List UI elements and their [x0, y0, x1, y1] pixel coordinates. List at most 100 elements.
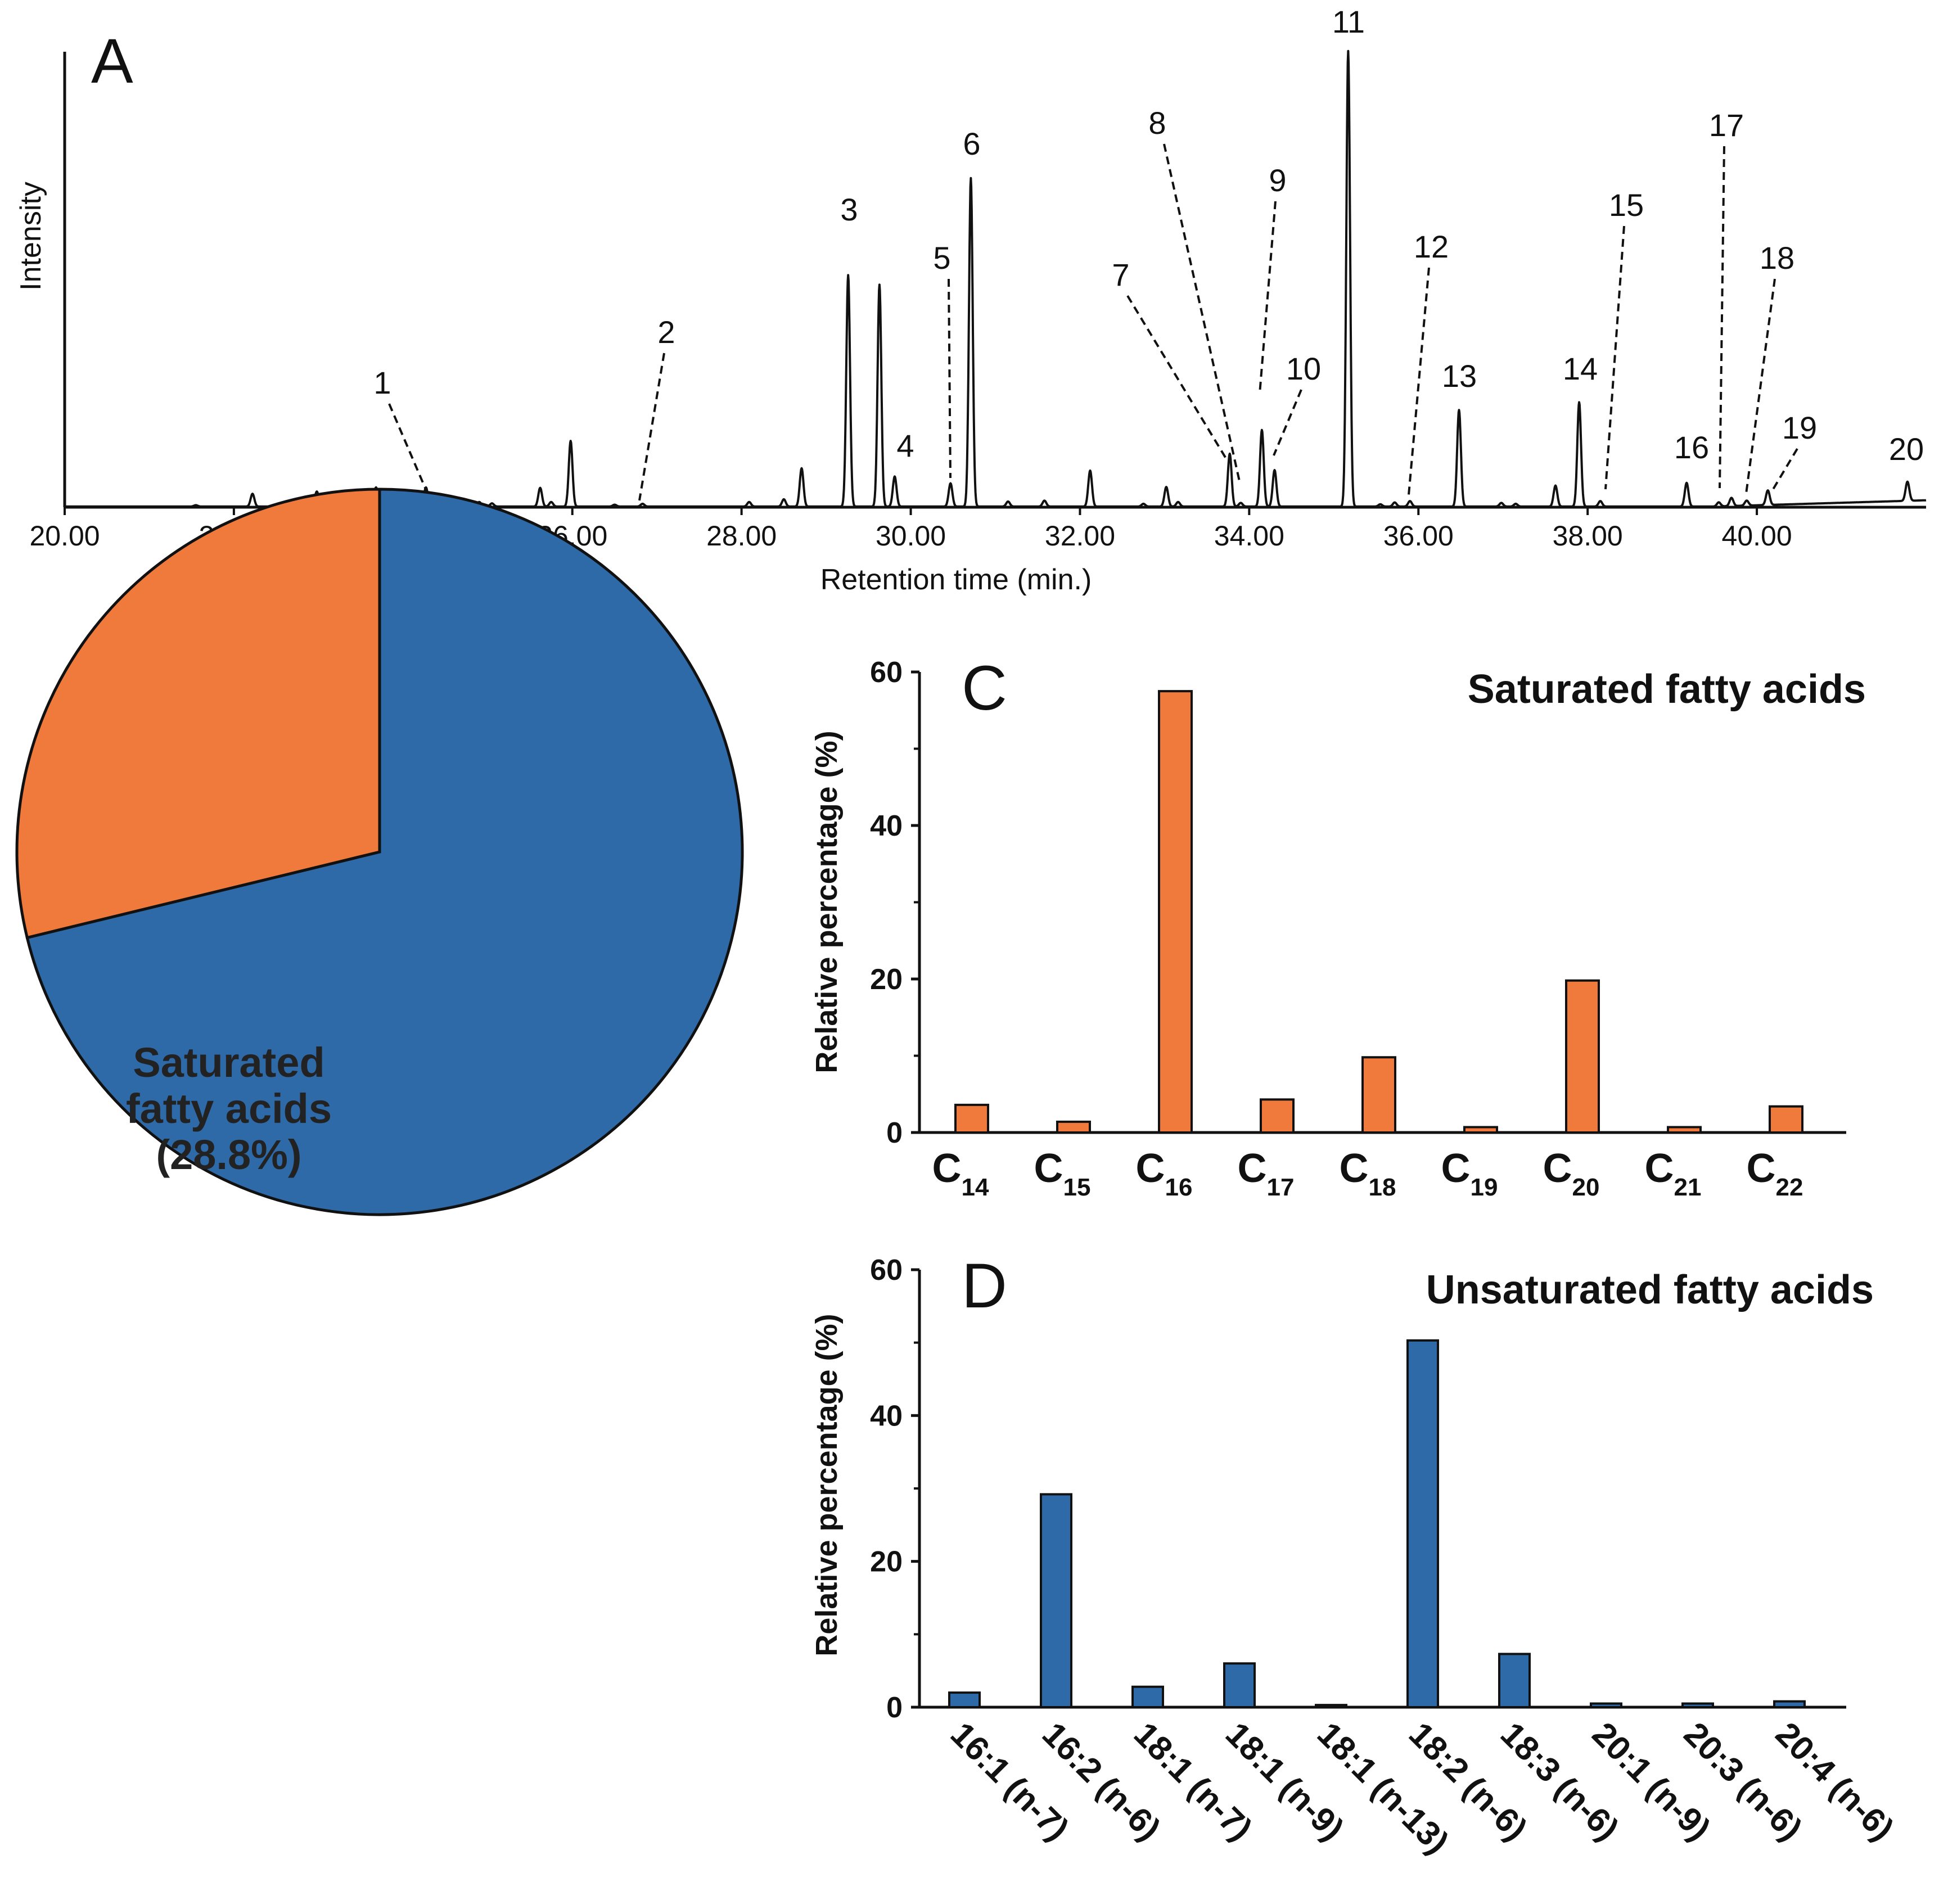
c-x-tick-label: C17: [1238, 1146, 1295, 1201]
a-peak-label: 18: [1760, 240, 1794, 276]
x-label-base: C: [1034, 1146, 1063, 1191]
c-x-tick-label: C18: [1340, 1146, 1396, 1201]
a-x-tick-label: 34.00: [1214, 520, 1284, 552]
a-peak-leader-line: [1408, 267, 1430, 495]
c-bar: [1260, 1098, 1295, 1134]
panel-c-letter: C: [962, 653, 1007, 723]
c-x-tick-label: C22: [1747, 1146, 1803, 1201]
panel-a-y-label: Intensity: [15, 182, 47, 291]
pie-label-line: Unsaturated: [379, 1267, 622, 1314]
a-peak-label: 10: [1286, 351, 1321, 386]
pie-label-line: fatty acids: [126, 1085, 332, 1132]
x-label-base: C: [932, 1146, 962, 1191]
panel-d-letter: D: [962, 1251, 1007, 1321]
d-y-tick-label: 40: [870, 1400, 903, 1432]
d-bar: [1315, 1704, 1347, 1709]
a-peak-label: 14: [1563, 351, 1598, 386]
c-x-tick-label: C19: [1441, 1146, 1498, 1201]
c-bar: [954, 1103, 989, 1134]
d-bar: [1131, 1685, 1164, 1709]
a-peak-label: 7: [1112, 257, 1129, 292]
x-label-base: C: [1645, 1146, 1674, 1191]
c-bar: [1056, 1120, 1091, 1134]
c-y-tick-label: 40: [870, 810, 903, 842]
d-bar: [1406, 1339, 1439, 1708]
a-peak-label: 5: [933, 240, 950, 276]
d-bar: [1498, 1653, 1531, 1708]
a-x-tick-label: 20.00: [29, 520, 100, 552]
panel-c-y-ticks: 0 20 40 60: [870, 656, 919, 1149]
pie-label-line: Saturated: [133, 1039, 324, 1086]
x-label-base: C: [1543, 1146, 1572, 1191]
c-y-tick-label: 60: [870, 656, 903, 689]
panel-d-unsaturated-bar-chart: D Unsaturated fatty acids Relative perce…: [810, 1251, 1901, 1861]
d-bar: [1681, 1702, 1714, 1708]
x-label-subscript: 15: [1063, 1174, 1091, 1201]
a-peak-label: 15: [1609, 187, 1644, 223]
a-peak-leader-line: [1163, 143, 1241, 484]
a-peak-label: 17: [1709, 107, 1744, 143]
x-label-base: C: [1340, 1146, 1369, 1191]
c-x-tick-label: C21: [1645, 1146, 1702, 1201]
a-peak-label: 1: [373, 365, 391, 400]
panel-d-bars: [948, 1339, 1806, 1709]
x-label-subscript: 21: [1674, 1174, 1702, 1201]
c-x-tick-label: C15: [1034, 1146, 1091, 1201]
d-y-tick-label: 20: [870, 1546, 903, 1578]
a-x-tick-label: 28.00: [706, 520, 777, 552]
x-label-subscript: 22: [1776, 1174, 1803, 1201]
panel-c-bars: [954, 690, 1803, 1134]
a-peak-label: 12: [1414, 229, 1449, 264]
a-peak-label: 11: [1332, 4, 1365, 39]
panel-c-saturated-bar-chart: C Saturated fatty acids Relative percent…: [810, 653, 1866, 1201]
d-bar: [1590, 1702, 1622, 1708]
a-x-tick-label: 40.00: [1722, 520, 1792, 552]
a-peak-leader-line: [638, 353, 665, 501]
d-y-tick-label: 0: [886, 1691, 903, 1724]
pie-slice-unsaturated: [25, 488, 744, 1216]
x-label-subscript: 17: [1267, 1174, 1295, 1201]
a-x-tick-label: 30.00: [876, 520, 946, 552]
d-bar: [1040, 1493, 1072, 1708]
a-peak-label: 16: [1674, 430, 1709, 465]
a-peak-leader-line: [388, 403, 427, 490]
panel-c-x-tick-labels: C14 C15 C16 C17 C18 C19 C20 C21 C22: [932, 1146, 1803, 1201]
c-bar: [1463, 1126, 1498, 1134]
pie-label-percent: (28.8%): [156, 1131, 301, 1178]
x-label-subscript: 19: [1471, 1174, 1498, 1201]
c-y-tick-label: 0: [886, 1117, 903, 1149]
panel-d-y-ticks: 0 20 40 60: [870, 1254, 919, 1724]
d-bar: [1223, 1662, 1256, 1708]
panel-c-y-label: Relative percentage (%): [810, 730, 844, 1073]
panel-a-letter: A: [91, 26, 133, 96]
a-peak-label: 4: [896, 428, 914, 463]
a-peak-leader-line: [1770, 448, 1798, 493]
c-x-tick-label: C20: [1543, 1146, 1600, 1201]
c-x-tick-label: C16: [1136, 1146, 1193, 1201]
chromatogram-trace: [64, 49, 1927, 508]
a-peak-leader-line: [948, 278, 952, 479]
panel-c-title: Saturated fatty acids: [1468, 667, 1866, 712]
c-x-tick-label: C14: [932, 1146, 989, 1201]
d-y-tick-label: 60: [870, 1254, 903, 1287]
pie-label-line: fatty acids: [398, 1313, 603, 1360]
c-bar: [1565, 979, 1600, 1134]
x-label-subscript: 18: [1369, 1174, 1396, 1201]
c-y-tick-label: 20: [870, 963, 903, 996]
a-x-tick-label: 36.00: [1383, 520, 1454, 552]
pie-label-percent: (71.2%): [427, 1359, 573, 1406]
c-bar: [1361, 1056, 1396, 1134]
a-x-tick-label: 38.00: [1553, 520, 1623, 552]
d-bar: [948, 1691, 981, 1708]
a-peak-label: 20: [1889, 431, 1924, 467]
x-label-base: C: [1136, 1146, 1165, 1191]
a-peak-label: 8: [1148, 105, 1166, 141]
x-label-subscript: 16: [1165, 1174, 1193, 1201]
a-peak-label: 13: [1442, 358, 1477, 394]
c-bar: [1158, 690, 1193, 1134]
x-label-base: C: [1238, 1146, 1267, 1191]
